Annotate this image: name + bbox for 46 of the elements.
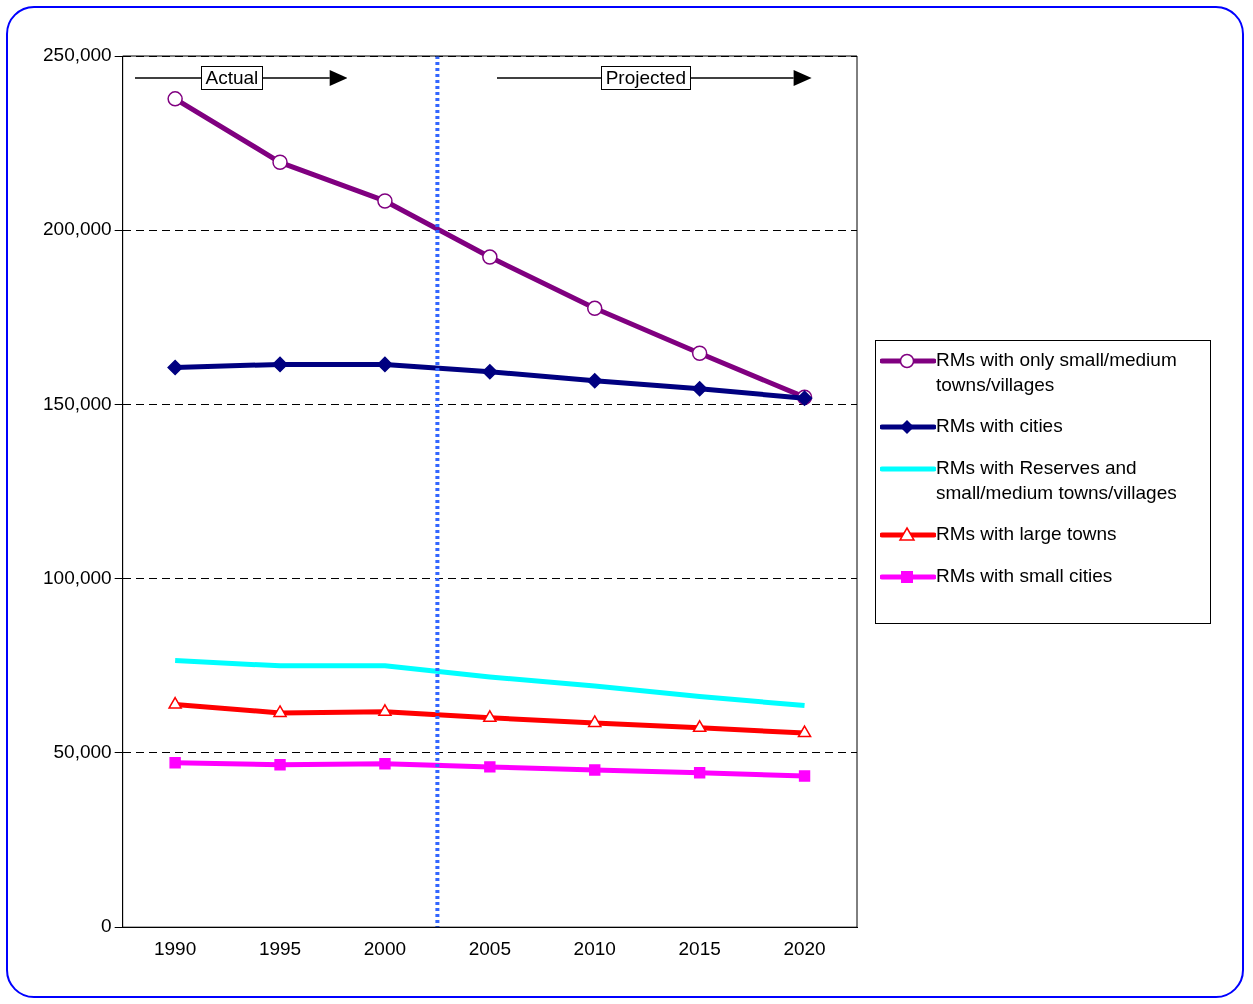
point (167, 91, 183, 107)
point (586, 373, 603, 389)
point (797, 725, 812, 738)
point (272, 356, 288, 373)
point (483, 710, 497, 723)
annotation: Actual (200, 66, 264, 90)
point (692, 720, 707, 733)
point (378, 704, 392, 717)
y-tick-label: 100,000 (42, 566, 112, 588)
point (691, 381, 708, 397)
x-tick-label: 2010 (573, 937, 616, 959)
point (798, 770, 811, 782)
point (482, 363, 498, 380)
point (482, 249, 498, 265)
point (272, 154, 288, 171)
point (693, 767, 706, 779)
point (168, 696, 182, 709)
x-tick-label: 1990 (153, 937, 197, 959)
legend-label: RMs with Reserves and small/medium towns/villages (936, 455, 1178, 505)
point (484, 761, 496, 773)
legend-label: RMs with large towns (936, 521, 1117, 546)
point (589, 764, 601, 776)
point (379, 758, 391, 770)
point (274, 759, 286, 771)
point (377, 356, 393, 373)
y-tick-label: 50,000 (53, 741, 112, 763)
legend-label: RMs with cities (936, 413, 1063, 438)
y-tick-label: 150,000 (42, 392, 112, 414)
point (691, 345, 708, 361)
point (377, 193, 393, 209)
point (169, 757, 181, 769)
y-tick-label: 200,000 (42, 218, 112, 240)
point (586, 300, 603, 317)
x-tick-label: 2000 (363, 937, 407, 959)
x-tick-label: 1995 (258, 937, 302, 959)
annotation: Projected (600, 66, 691, 90)
x-tick-label: 2015 (678, 937, 721, 959)
point (273, 705, 287, 718)
y-tick-label: 0 (101, 915, 112, 937)
legend-label: RMs with small cities (936, 563, 1113, 588)
x-tick-label: 2020 (783, 937, 826, 959)
point (167, 359, 183, 376)
legend-label: RMs with only small/medium towns/villages (936, 347, 1178, 397)
y-tick-label: 250,000 (42, 44, 112, 66)
point (587, 715, 602, 728)
x-tick-label: 2005 (468, 937, 511, 959)
